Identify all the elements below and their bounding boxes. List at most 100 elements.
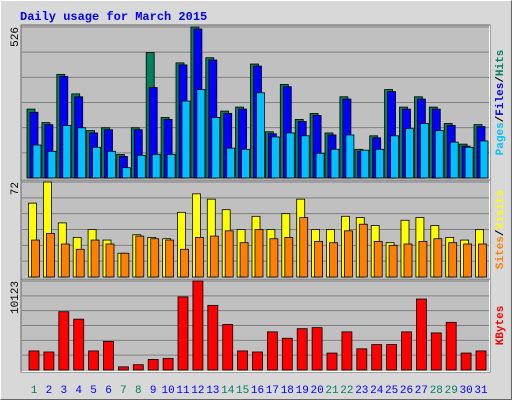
x-tick-label: 19 xyxy=(296,385,309,397)
bar xyxy=(358,223,368,278)
bar xyxy=(32,144,42,179)
bar xyxy=(165,239,175,278)
bar xyxy=(460,352,472,371)
bar xyxy=(386,344,398,371)
bar xyxy=(177,296,189,371)
bar xyxy=(73,318,85,371)
bar xyxy=(92,146,101,179)
bar xyxy=(405,128,414,179)
x-tick-label: 1 xyxy=(31,385,38,397)
x-tick-label: 24 xyxy=(370,385,384,397)
bar xyxy=(269,238,279,278)
bar xyxy=(241,148,251,179)
bar xyxy=(122,167,131,179)
bar xyxy=(211,117,221,179)
bar xyxy=(77,127,87,179)
bar xyxy=(463,243,473,278)
legend-entry: Pages xyxy=(495,122,507,155)
x-tick-label: 8 xyxy=(135,385,142,397)
bar xyxy=(479,140,489,179)
bar xyxy=(266,331,278,371)
bar xyxy=(75,248,85,278)
bar xyxy=(103,341,114,371)
bar xyxy=(448,242,458,278)
bar xyxy=(237,350,249,371)
bar xyxy=(105,243,115,278)
bar xyxy=(415,298,427,371)
x-tick-label: 9 xyxy=(150,385,157,397)
legend: KBytes xyxy=(495,306,507,346)
x-tick-label: 26 xyxy=(400,385,413,397)
bar xyxy=(147,359,159,371)
bar xyxy=(256,92,265,179)
x-tick-label: 20 xyxy=(310,385,323,397)
bar xyxy=(151,154,161,179)
bar xyxy=(433,238,443,278)
y-tick-label: 526 xyxy=(10,27,22,47)
bar xyxy=(181,100,191,179)
bar xyxy=(360,149,370,179)
bar xyxy=(194,237,204,278)
bar xyxy=(31,239,40,278)
bar xyxy=(47,150,57,179)
bar xyxy=(403,243,413,278)
x-tick-label: 27 xyxy=(415,385,428,397)
bar xyxy=(252,351,263,371)
x-tick-label: 12 xyxy=(191,385,204,397)
legend-separator: / xyxy=(495,115,507,122)
bar xyxy=(371,344,383,371)
x-tick-label: 11 xyxy=(176,385,190,397)
x-tick-label: 10 xyxy=(161,385,174,397)
bar xyxy=(90,239,100,278)
bar xyxy=(326,352,338,371)
bar xyxy=(46,233,55,278)
bar xyxy=(434,130,444,179)
bar xyxy=(135,235,145,278)
bar xyxy=(284,237,294,278)
x-tick-label: 25 xyxy=(385,385,398,397)
bar xyxy=(356,348,368,371)
bar xyxy=(330,148,340,179)
bar xyxy=(60,243,70,278)
x-tick-label: 13 xyxy=(206,385,219,397)
bar xyxy=(418,240,428,278)
bar xyxy=(445,321,457,371)
x-tick-label: 4 xyxy=(75,385,82,397)
x-tick-label: 5 xyxy=(90,385,97,397)
chart-title: Daily usage for March 2015 xyxy=(20,10,207,24)
bar xyxy=(107,150,116,179)
bar xyxy=(430,332,442,371)
bar xyxy=(180,248,189,278)
x-tick-label: 22 xyxy=(340,385,353,397)
bar xyxy=(43,351,55,371)
x-tick-label: 31 xyxy=(474,385,488,397)
bar xyxy=(345,134,355,179)
bar xyxy=(58,311,70,371)
bar xyxy=(375,148,385,179)
bar xyxy=(120,252,130,278)
bar xyxy=(343,230,353,278)
bar xyxy=(449,141,459,179)
bar xyxy=(388,244,398,278)
bar xyxy=(281,337,293,371)
bar xyxy=(62,125,72,179)
bar xyxy=(299,217,309,278)
legend-entry: Sites xyxy=(495,236,507,269)
bar xyxy=(239,242,249,278)
y-tick-label: 10123 xyxy=(10,281,22,314)
bar xyxy=(478,243,487,278)
x-tick-label: 14 xyxy=(221,385,235,397)
bar xyxy=(315,152,325,179)
legend: Sites/Visits xyxy=(495,190,507,269)
legend-separator: / xyxy=(495,229,507,236)
legend-separator: / xyxy=(495,76,507,83)
x-tick-label: 23 xyxy=(355,385,368,397)
bar xyxy=(222,324,234,371)
bar xyxy=(285,132,295,179)
bar xyxy=(136,154,146,179)
x-tick-label: 7 xyxy=(120,385,127,397)
bar xyxy=(150,238,160,278)
